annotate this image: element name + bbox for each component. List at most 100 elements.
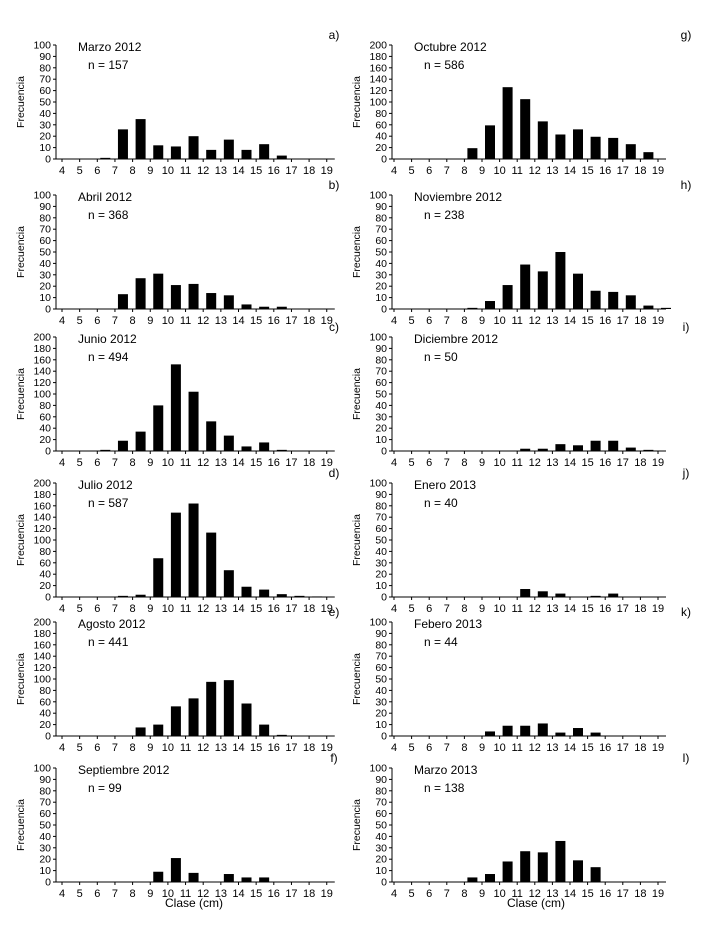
bar — [241, 586, 252, 597]
y-tick-label: 40 — [375, 685, 387, 697]
bar — [573, 273, 583, 309]
bar — [223, 295, 234, 309]
x-tick-label: 19 — [652, 315, 664, 327]
y-tick-label: 200 — [33, 332, 51, 344]
bar — [276, 306, 287, 309]
bar — [153, 871, 164, 882]
y-tick-label: 20 — [375, 142, 387, 154]
x-tick-label: 18 — [303, 742, 315, 754]
bar — [135, 431, 146, 451]
x-tick-label: 15 — [250, 603, 262, 615]
panel-title: Agosto 2012 — [78, 617, 146, 631]
x-tick-label: 7 — [444, 165, 450, 177]
x-tick-label: 18 — [303, 603, 315, 615]
x-tick-label: 12 — [529, 315, 541, 327]
x-tick-label: 16 — [268, 742, 280, 754]
x-tick-label: 18 — [303, 315, 315, 327]
panel-title: Marzo 2013 — [414, 763, 478, 777]
x-tick-label: 10 — [162, 315, 174, 327]
y-tick-label: 160 — [33, 354, 51, 366]
y-axis-label: Frecuencia — [351, 514, 363, 566]
x-tick-label: 19 — [321, 457, 333, 469]
y-tick-label: 50 — [375, 247, 387, 259]
x-tick-label: 7 — [444, 888, 450, 900]
y-tick-label: 40 — [375, 831, 387, 843]
x-tick-label: 15 — [250, 165, 262, 177]
x-tick-label: 16 — [599, 315, 611, 327]
bar — [153, 724, 164, 736]
x-tick-label: 14 — [564, 742, 576, 754]
y-tick-label: 70 — [375, 797, 387, 809]
y-tick-label: 0 — [381, 154, 387, 166]
y-tick-label: 120 — [33, 662, 51, 674]
bar — [276, 155, 287, 159]
y-tick-label: 80 — [375, 108, 387, 120]
x-tick-label: 19 — [321, 742, 333, 754]
y-tick-label: 10 — [375, 292, 387, 304]
y-tick-label: 0 — [381, 877, 387, 889]
x-tick-label: 5 — [77, 888, 83, 900]
y-tick-label: 100 — [33, 535, 51, 547]
bar — [520, 448, 531, 451]
x-tick-label: 4 — [59, 742, 65, 754]
y-tick-label: 200 — [33, 617, 51, 629]
x-tick-label: 12 — [529, 888, 541, 900]
x-tick-label: 4 — [59, 165, 65, 177]
x-tick-label: 8 — [461, 888, 467, 900]
x-tick-label: 12 — [529, 742, 541, 754]
bar — [590, 867, 601, 882]
x-tick-label: 6 — [94, 165, 100, 177]
x-tick-label: 15 — [250, 742, 262, 754]
y-tick-label: 100 — [369, 190, 387, 202]
x-tick-label: 5 — [409, 457, 415, 469]
x-tick-label: 17 — [285, 603, 297, 615]
y-tick-label: 80 — [39, 785, 51, 797]
panel-title: Diciembre 2012 — [414, 332, 498, 346]
y-tick-label: 20 — [375, 854, 387, 866]
y-axis-label: Frecuencia — [351, 368, 363, 420]
y-tick-label: 30 — [375, 842, 387, 854]
x-tick-label: 17 — [617, 742, 629, 754]
bar — [467, 307, 478, 309]
x-tick-label: 4 — [391, 315, 397, 327]
y-tick-label: 60 — [375, 523, 387, 535]
x-tick-label: 10 — [162, 165, 174, 177]
x-tick-label: 9 — [479, 165, 485, 177]
x-tick-label: 8 — [130, 742, 136, 754]
y-tick-label: 100 — [369, 617, 387, 629]
x-tick-label: 14 — [564, 888, 576, 900]
sample-size: n = 238 — [424, 208, 465, 222]
x-tick-label: 14 — [564, 165, 576, 177]
x-tick-label: 13 — [546, 457, 558, 469]
bar — [537, 723, 548, 736]
x-tick-label: 19 — [321, 603, 333, 615]
x-tick-label: 13 — [215, 742, 227, 754]
x-tick-label: 4 — [391, 888, 397, 900]
x-tick-label: 19 — [321, 888, 333, 900]
x-tick-label: 15 — [581, 315, 593, 327]
bar — [117, 595, 128, 597]
x-tick-label: 14 — [564, 603, 576, 615]
bar — [537, 121, 548, 159]
x-tick-label: 6 — [426, 457, 432, 469]
y-tick-label: 50 — [375, 389, 387, 401]
x-tick-label: 15 — [581, 165, 593, 177]
x-tick-label: 14 — [564, 315, 576, 327]
x-tick-label: 5 — [77, 603, 83, 615]
x-tick-label: 17 — [285, 165, 297, 177]
bar — [117, 294, 128, 309]
y-tick-label: 20 — [39, 131, 51, 143]
bar — [573, 445, 583, 451]
y-tick-label: 70 — [375, 366, 387, 378]
x-tick-label: 14 — [232, 742, 244, 754]
x-tick-label: 8 — [130, 603, 136, 615]
x-tick-label: 5 — [409, 315, 415, 327]
x-tick-label: 18 — [634, 603, 646, 615]
bar — [485, 731, 495, 736]
bar — [241, 877, 252, 882]
